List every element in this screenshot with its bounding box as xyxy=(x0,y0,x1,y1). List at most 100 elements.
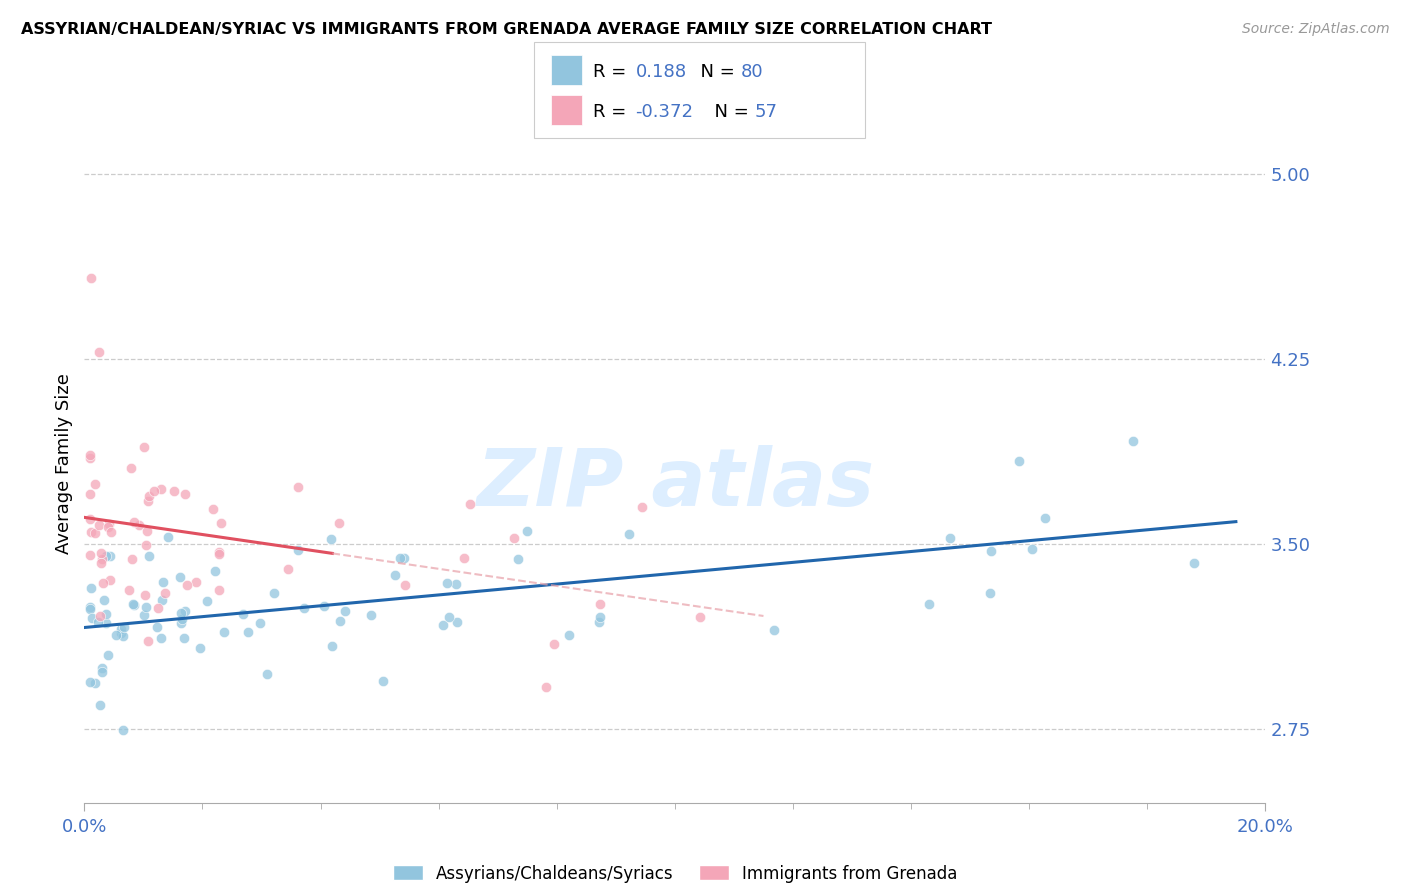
Point xyxy=(134,607,156,622)
Point xyxy=(617,527,640,541)
Point xyxy=(208,545,231,559)
Point xyxy=(195,594,218,608)
Point xyxy=(87,615,110,629)
Text: R =: R = xyxy=(593,62,633,80)
Point xyxy=(83,526,105,541)
Point xyxy=(97,520,120,534)
Point xyxy=(394,578,416,592)
Point xyxy=(202,501,225,516)
Point xyxy=(152,575,174,590)
Point xyxy=(79,548,101,562)
Point xyxy=(918,597,941,611)
Point xyxy=(112,619,135,633)
Point xyxy=(263,586,285,600)
Point xyxy=(97,516,120,531)
Point xyxy=(79,600,101,615)
Point xyxy=(170,611,193,625)
Point xyxy=(763,623,786,637)
Point xyxy=(321,639,343,653)
Point xyxy=(432,618,454,632)
Point xyxy=(97,648,120,662)
Point xyxy=(458,497,481,511)
Point xyxy=(100,525,122,540)
Point xyxy=(173,631,195,645)
Y-axis label: Average Family Size: Average Family Size xyxy=(55,374,73,554)
Point xyxy=(384,568,406,582)
Point xyxy=(120,461,142,475)
Point xyxy=(135,524,157,538)
Point xyxy=(149,482,172,496)
Point xyxy=(138,490,160,504)
Point xyxy=(188,640,211,655)
Point xyxy=(534,680,557,694)
Text: 57: 57 xyxy=(755,103,778,120)
Point xyxy=(589,610,612,624)
Point xyxy=(91,665,114,679)
Text: ASSYRIAN/CHALDEAN/SYRIAC VS IMMIGRANTS FROM GRENADA AVERAGE FAMILY SIZE CORRELAT: ASSYRIAN/CHALDEAN/SYRIAC VS IMMIGRANTS F… xyxy=(21,22,993,37)
Point xyxy=(170,616,193,631)
Point xyxy=(506,551,529,566)
Point xyxy=(136,633,159,648)
Point xyxy=(136,494,159,508)
Point xyxy=(939,531,962,545)
Point xyxy=(138,549,160,563)
Point xyxy=(142,484,165,499)
Point xyxy=(132,440,155,454)
Point xyxy=(502,532,524,546)
Point xyxy=(89,609,111,624)
Point xyxy=(90,556,112,570)
Point xyxy=(79,601,101,615)
Point xyxy=(371,673,394,688)
Point xyxy=(134,588,156,602)
Point xyxy=(208,582,231,597)
Point xyxy=(232,607,254,621)
Point xyxy=(111,629,134,643)
Point xyxy=(150,593,173,607)
Point xyxy=(91,576,114,591)
Point xyxy=(83,477,105,491)
Point xyxy=(184,574,207,589)
Point xyxy=(588,598,610,612)
Point xyxy=(80,270,103,285)
Point xyxy=(94,549,117,563)
Point xyxy=(110,625,132,640)
Point xyxy=(328,516,350,530)
Point xyxy=(1008,454,1031,468)
Point xyxy=(1121,434,1143,448)
Point xyxy=(328,615,350,629)
Point xyxy=(174,604,197,618)
Point xyxy=(80,582,103,596)
Point xyxy=(79,524,101,539)
Point xyxy=(122,598,145,612)
Point xyxy=(287,543,309,558)
Point xyxy=(98,574,121,588)
Point xyxy=(90,546,112,560)
Point xyxy=(256,667,278,681)
Point xyxy=(163,483,186,498)
Point xyxy=(89,698,111,712)
Point xyxy=(360,607,382,622)
Point xyxy=(1182,556,1205,570)
Point xyxy=(453,551,475,566)
Point xyxy=(689,610,711,624)
Point xyxy=(89,517,111,532)
Point xyxy=(105,628,128,642)
Point xyxy=(121,552,143,566)
Text: 80: 80 xyxy=(741,62,763,80)
Point xyxy=(1021,541,1043,556)
Point xyxy=(176,578,198,592)
Point xyxy=(79,512,101,526)
Legend: Assyrians/Chaldeans/Syriacs, Immigrants from Grenada: Assyrians/Chaldeans/Syriacs, Immigrants … xyxy=(392,864,957,882)
Point xyxy=(446,615,468,629)
Point xyxy=(312,599,335,613)
Point xyxy=(292,600,315,615)
Point xyxy=(631,500,654,514)
Point xyxy=(394,550,416,565)
Point xyxy=(277,562,299,576)
Point xyxy=(516,524,538,538)
Point xyxy=(287,480,309,494)
Point xyxy=(444,577,467,591)
Point xyxy=(558,628,581,642)
Point xyxy=(146,620,169,634)
Point xyxy=(110,622,132,636)
